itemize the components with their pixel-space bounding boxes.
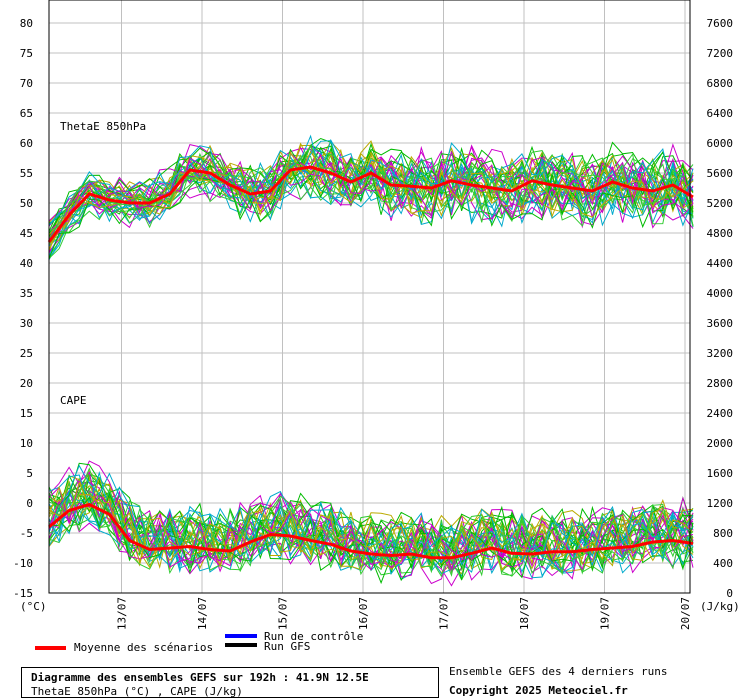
thetae-member-line (48, 151, 694, 250)
cape-member-line (48, 472, 694, 575)
right-tick-label: 400 (713, 557, 733, 570)
x-tick-label: 14/07 (196, 597, 209, 630)
right-tick-label: 4800 (707, 227, 734, 240)
x-tick-label: 18/07 (518, 597, 531, 630)
right-tick-label: 0 (726, 587, 733, 600)
left-tick-label: 0 (26, 497, 33, 510)
thetae-member-line (48, 165, 694, 259)
right-tick-label: 3200 (707, 347, 734, 360)
right-tick-label: 800 (713, 527, 733, 540)
left-tick-label: 10 (20, 437, 33, 450)
right-tick-label: 6400 (707, 107, 734, 120)
left-tick-label: -5 (20, 527, 33, 540)
right-tick-label: 5600 (707, 167, 734, 180)
x-tick-label: 13/07 (116, 597, 129, 630)
cape-member-line (48, 481, 694, 569)
x-tick-label: 20/07 (679, 597, 692, 630)
cape-member-line (48, 481, 694, 571)
left-tick-label: 15 (20, 407, 33, 420)
cape-member-line (48, 494, 694, 571)
ensemble-members (48, 134, 694, 587)
right-tick-label: 3600 (707, 317, 734, 330)
chart-title: Diagramme des ensembles GEFS sur 192h : … (31, 671, 369, 684)
thetae-panel-label: ThetaE 850hPa (60, 120, 146, 133)
copyright-text: Copyright 2025 Meteociel.fr (449, 684, 628, 697)
left-unit-label: (°C) (20, 600, 47, 613)
right-tick-label: 2400 (707, 407, 734, 420)
chart-subtitle: ThetaE 850hPa (°C) , CAPE (J/kg) (31, 685, 243, 698)
right-tick-label: 1200 (707, 497, 734, 510)
left-tick-label: 65 (20, 107, 33, 120)
plot-frame (48, 0, 691, 594)
right-tick-label: 2800 (707, 377, 734, 390)
right-tick-label: 1600 (707, 467, 734, 480)
right-unit-label: (J/kg) (700, 600, 740, 613)
chart-info-box: Diagramme des ensembles GEFS sur 192h : … (21, 667, 439, 698)
left-tick-label: 60 (20, 137, 33, 150)
left-tick-label: 40 (20, 257, 33, 270)
left-tick-label: 45 (20, 227, 33, 240)
cape-member-line (48, 467, 694, 568)
thetae-member-line (48, 144, 694, 232)
thetae-member-line (48, 166, 694, 259)
left-tick-label: -10 (13, 557, 33, 570)
right-tick-label: 6000 (707, 137, 734, 150)
left-tick-label: 25 (20, 347, 33, 360)
left-tick-label: 80 (20, 17, 33, 30)
right-tick-label: 6800 (707, 77, 734, 90)
legend-gfs-label: Run GFS (264, 640, 310, 653)
right-tick-label: 4000 (707, 287, 734, 300)
thetae-member-line (48, 145, 694, 232)
left-tick-label: 70 (20, 77, 33, 90)
x-tick-label: 19/07 (599, 597, 612, 630)
left-tick-label: 75 (20, 47, 33, 60)
x-tick-label: 17/07 (438, 597, 451, 630)
right-tick-label: 4400 (707, 257, 734, 270)
left-tick-label: 50 (20, 197, 33, 210)
thetae-member-line (48, 148, 694, 236)
chart-grid (49, 0, 690, 594)
cape-member-line (48, 464, 694, 562)
right-tick-label: 5200 (707, 197, 734, 210)
legend-control-label: Run de contrôle (264, 630, 363, 643)
x-tick-label: 15/07 (277, 597, 290, 630)
left-tick-label: 35 (20, 287, 33, 300)
ensemble-credit: Ensemble GEFS des 4 derniers runs (449, 665, 668, 678)
thetae-member-line (48, 144, 694, 244)
mean-lines (47, 165, 694, 560)
left-tick-label: 30 (20, 317, 33, 330)
left-tick-label: -15 (13, 587, 33, 600)
right-tick-label: 7600 (707, 17, 734, 30)
left-tick-label: 55 (20, 167, 33, 180)
right-tick-label: 2000 (707, 437, 734, 450)
cape-member-line (48, 471, 694, 571)
legend-mean-label: Moyenne des scénarios (74, 641, 213, 654)
thetae-mean-line (47, 165, 694, 243)
right-tick-label: 7200 (707, 47, 734, 60)
cape-member-line (48, 492, 694, 585)
left-tick-label: 5 (26, 467, 33, 480)
x-tick-label: 16/07 (357, 597, 370, 630)
left-tick-label: 20 (20, 377, 33, 390)
cape-mean-line (48, 502, 694, 560)
cape-panel-label: CAPE (60, 394, 87, 407)
cape-member-line (48, 494, 694, 571)
thetae-member-line (48, 151, 694, 250)
